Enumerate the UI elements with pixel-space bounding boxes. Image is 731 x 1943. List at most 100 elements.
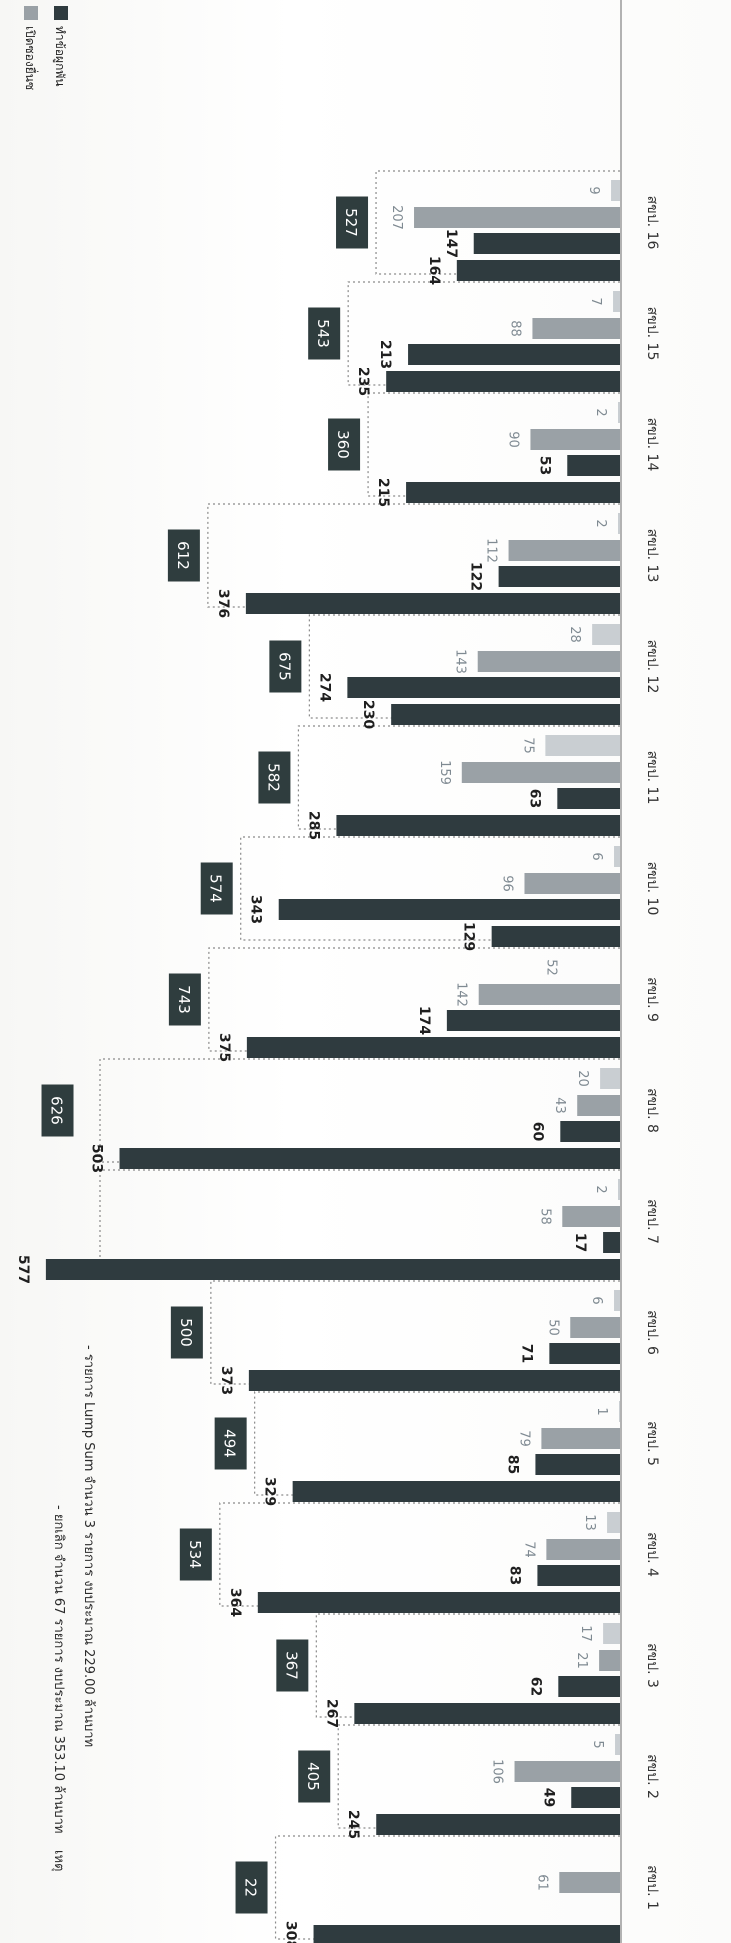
notes-lead: เหตุ <box>51 1850 66 1871</box>
value-label-extra: 52 <box>543 959 558 976</box>
value-label-series-4-cat-7: 577 <box>15 1255 31 1284</box>
legend: เปิดซองยื่นซ ทำข้อผูกพัน <box>23 6 68 90</box>
category-label: สขป. 12 <box>644 640 660 694</box>
total-box <box>235 1861 268 1914</box>
value-label-series-2-cat-6: 50 <box>545 1319 560 1336</box>
value-label-series-1-cat-2: 5 <box>590 1740 605 1748</box>
slot-bracket <box>99 1058 620 1163</box>
bar-series-1-cat-16 <box>611 180 620 201</box>
total-value: 527 <box>342 208 360 237</box>
value-label-series-3-cat-12: 274 <box>316 673 332 702</box>
bar-series-3-cat-14 <box>567 455 620 476</box>
bar-series-4-cat-5 <box>292 1481 620 1502</box>
value-label-series-3-cat-14: 53 <box>536 456 552 475</box>
bar-series-2-cat-1 <box>559 1872 620 1893</box>
bar-series-3-cat-13 <box>498 566 620 587</box>
value-label-series-3-cat-10: 343 <box>248 895 264 924</box>
total-value: 367 <box>282 1651 300 1680</box>
category-label: สขป. 10 <box>644 862 660 916</box>
bar-series-1-cat-12 <box>592 624 620 645</box>
bar-series-4-cat-14 <box>406 482 620 503</box>
bar-series-1-cat-14 <box>618 402 620 423</box>
bar-series-4-cat-6 <box>248 1370 621 1391</box>
total-box <box>168 973 201 1026</box>
slot-bracket <box>375 170 620 275</box>
category-label: สขป. 3 <box>644 1643 660 1688</box>
value-label-series-4-cat-4: 364 <box>227 1588 243 1617</box>
bar-series-2-cat-13 <box>508 540 620 561</box>
total-box <box>308 307 341 360</box>
value-label-series-4-cat-5: 329 <box>262 1477 278 1506</box>
total-value: 22 <box>242 1878 260 1897</box>
category-label: สขป. 9 <box>644 977 660 1022</box>
bar-series-3-cat-4 <box>537 1565 620 1586</box>
value-label-series-3-cat-13: 122 <box>468 562 484 591</box>
bar-series-3-cat-7 <box>603 1232 620 1253</box>
notes-line-2: - รายการ Lump Sum จำนวน 3 รายการ งบประมา… <box>81 1345 96 1747</box>
value-label-series-4-cat-14: 215 <box>375 478 391 507</box>
bar-series-2-cat-9 <box>478 984 620 1005</box>
value-label-series-3-cat-3: 62 <box>527 1677 543 1696</box>
value-label-series-1-cat-15: 7 <box>588 297 603 305</box>
bar-series-1-cat-2 <box>615 1734 620 1755</box>
bar-series-3-cat-16 <box>473 233 620 254</box>
bar-series-3-cat-3 <box>558 1676 620 1697</box>
category-label: สขป. 5 <box>644 1421 660 1466</box>
total-value: 574 <box>207 874 225 903</box>
bar-series-2-cat-14 <box>530 429 620 450</box>
value-label-series-2-cat-16: 207 <box>389 205 404 230</box>
slot-bracket <box>315 1613 620 1718</box>
value-label-series-1-cat-5: 1 <box>594 1407 609 1415</box>
bar-series-2-cat-16 <box>414 207 620 228</box>
total-boxes: 22 405 367 534 494 500 626 743 574 582 675 612 360 54… <box>41 196 369 1914</box>
category-labels: สขป. 1 สขป. 2 สขป. 3 สขป. 4 สขป. 5 สขป. 6 สขป.… <box>644 196 660 1910</box>
total-value: 543 <box>314 319 332 348</box>
bar-series-3-cat-11 <box>557 788 620 809</box>
bar-series-1-cat-10 <box>614 846 620 867</box>
slot-bracket <box>274 1835 620 1940</box>
value-label-series-4-cat-6: 373 <box>218 1366 234 1395</box>
bar-series-4-cat-8 <box>119 1148 620 1169</box>
bar-series-4-cat-2 <box>376 1814 620 1835</box>
value-label-series-4-cat-9: 375 <box>216 1033 232 1062</box>
value-label-series-2-cat-7: 58 <box>537 1208 552 1225</box>
value-label-series-2-cat-12: 143 <box>453 649 468 674</box>
bar-series-2-cat-15 <box>532 318 620 339</box>
value-label-series-1-cat-12: 28 <box>567 626 582 643</box>
total-box <box>41 1084 74 1137</box>
value-label-series-2-cat-8: 43 <box>552 1097 567 1114</box>
total-value: 612 <box>174 541 192 570</box>
total-value: 500 <box>177 1318 195 1347</box>
bar-series-3-cat-5 <box>535 1454 620 1475</box>
bar-series-1-cat-11 <box>545 735 620 756</box>
total-value: 626 <box>48 1096 66 1125</box>
total-box <box>200 862 233 915</box>
bar-series-4-cat-12 <box>391 704 620 725</box>
bar-series-3-cat-2 <box>571 1787 620 1808</box>
bar-series-1-cat-4 <box>607 1512 620 1533</box>
bar-series-2-cat-2 <box>514 1761 620 1782</box>
value-label-series-1-cat-8: 20 <box>575 1070 590 1087</box>
legend-swatch-contract <box>54 6 68 20</box>
category-label: สขป. 14 <box>644 418 660 472</box>
slot-bracket <box>219 1502 620 1607</box>
total-box <box>269 640 302 693</box>
bar-series-3-cat-6 <box>549 1343 620 1364</box>
total-value: 675 <box>275 652 293 681</box>
bar-series-4-cat-10 <box>491 926 620 947</box>
bar-series-2-cat-12 <box>477 651 620 672</box>
value-label-series-3-cat-4: 83 <box>506 1566 522 1585</box>
value-label-series-2-cat-1: 61 <box>534 1874 549 1891</box>
bar-series-1-cat-6 <box>614 1290 620 1311</box>
total-box <box>170 1306 203 1359</box>
total-value: 405 <box>304 1762 322 1791</box>
value-label-series-3-cat-2: 49 <box>540 1788 556 1807</box>
total-box <box>214 1417 247 1470</box>
bar-series-2-cat-10 <box>524 873 620 894</box>
bar-series-2-cat-3 <box>599 1650 620 1671</box>
value-label-series-3-cat-16: 147 <box>443 229 459 258</box>
total-value: 582 <box>264 763 282 792</box>
category-label: สขป. 11 <box>644 751 660 805</box>
